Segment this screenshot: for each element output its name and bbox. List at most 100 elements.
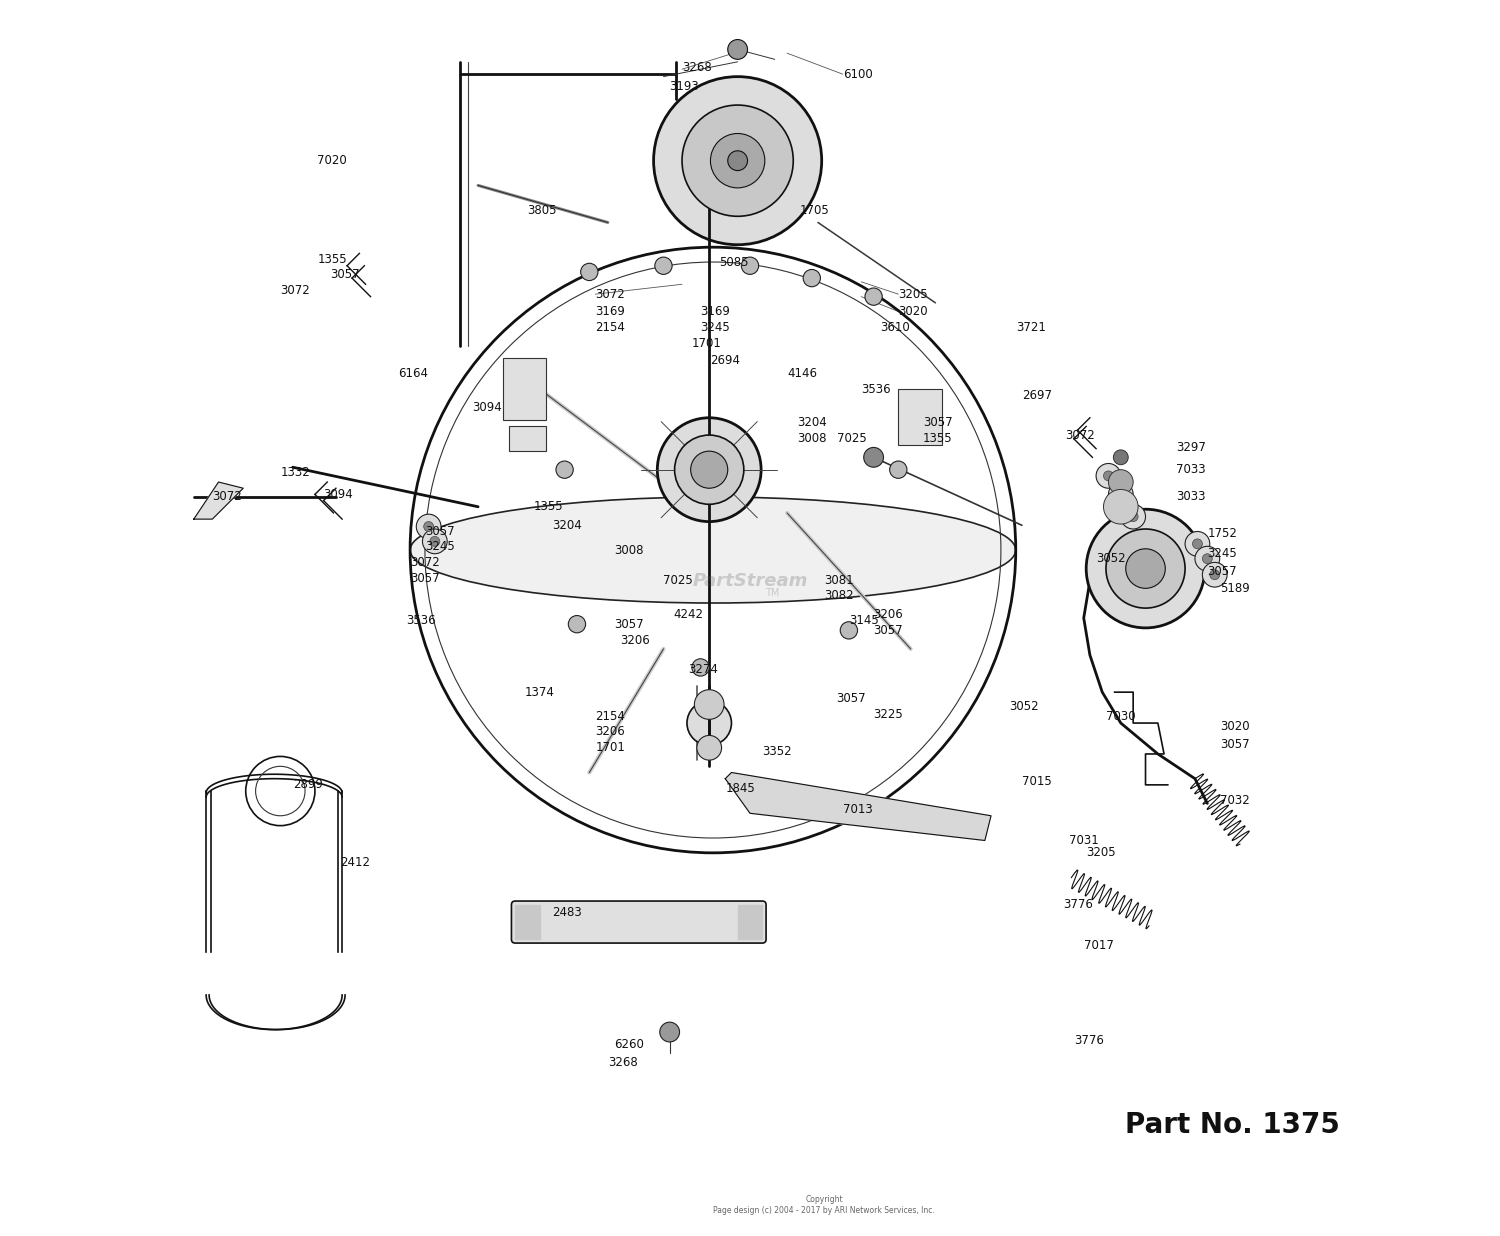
Text: 1374: 1374 — [525, 686, 555, 698]
Text: 7033: 7033 — [1176, 464, 1206, 476]
Text: 7030: 7030 — [1106, 711, 1136, 723]
Text: 1355: 1355 — [922, 433, 952, 445]
Circle shape — [1104, 489, 1138, 524]
Circle shape — [865, 288, 882, 305]
Text: 3805: 3805 — [528, 204, 556, 216]
FancyBboxPatch shape — [512, 901, 766, 943]
Text: 3072: 3072 — [410, 556, 440, 569]
Text: 1701: 1701 — [596, 742, 626, 754]
Text: Copyright
Page design (c) 2004 - 2017 by ARI Network Services, Inc.: Copyright Page design (c) 2004 - 2017 by… — [714, 1195, 934, 1215]
Circle shape — [1196, 546, 1219, 571]
Text: 7013: 7013 — [843, 803, 873, 816]
Text: 3145: 3145 — [849, 614, 879, 627]
Text: 3206: 3206 — [873, 608, 903, 620]
Text: 7020: 7020 — [318, 154, 346, 167]
Text: 3008: 3008 — [796, 433, 826, 445]
Text: PartStream: PartStream — [693, 572, 807, 590]
Circle shape — [1108, 482, 1132, 507]
Text: 7015: 7015 — [1022, 775, 1052, 787]
Text: 2154: 2154 — [596, 711, 626, 723]
Text: 1752: 1752 — [1208, 528, 1237, 540]
Text: 6164: 6164 — [398, 367, 427, 379]
Circle shape — [802, 269, 820, 287]
Text: 3052: 3052 — [1010, 701, 1040, 713]
Text: 1332: 1332 — [280, 466, 310, 478]
Text: 3072: 3072 — [213, 491, 242, 503]
Circle shape — [741, 257, 759, 274]
Circle shape — [1113, 450, 1128, 465]
Text: 3057: 3057 — [922, 417, 952, 429]
Text: 3057: 3057 — [873, 624, 903, 637]
Polygon shape — [514, 905, 540, 939]
Circle shape — [1210, 570, 1219, 580]
Text: 3057: 3057 — [330, 268, 360, 281]
Polygon shape — [726, 772, 992, 840]
Circle shape — [694, 690, 724, 719]
Circle shape — [657, 418, 760, 522]
Text: 4146: 4146 — [788, 367, 818, 379]
Text: 3057: 3057 — [1220, 738, 1250, 750]
Circle shape — [423, 529, 447, 554]
Text: 2697: 2697 — [1022, 389, 1052, 402]
Text: 5189: 5189 — [1220, 582, 1250, 595]
Circle shape — [1106, 529, 1185, 608]
Text: 3205: 3205 — [898, 288, 928, 300]
Text: 3020: 3020 — [1220, 721, 1250, 733]
Text: 1845: 1845 — [726, 782, 754, 795]
Polygon shape — [738, 905, 762, 939]
Text: 6100: 6100 — [843, 68, 873, 80]
Circle shape — [1120, 504, 1146, 529]
Text: 1355: 1355 — [534, 501, 564, 513]
Text: 3245: 3245 — [700, 321, 730, 334]
Text: 3352: 3352 — [762, 745, 792, 758]
Text: 2154: 2154 — [596, 321, 626, 334]
Circle shape — [1203, 562, 1227, 587]
Circle shape — [690, 451, 728, 488]
Ellipse shape — [410, 497, 1016, 603]
Text: 3206: 3206 — [596, 726, 626, 738]
Text: 3033: 3033 — [1176, 491, 1206, 503]
Text: 3776: 3776 — [1062, 899, 1092, 911]
Circle shape — [1086, 509, 1204, 628]
Circle shape — [711, 133, 765, 188]
Text: 4242: 4242 — [674, 608, 704, 620]
Circle shape — [417, 514, 441, 539]
Circle shape — [1104, 471, 1113, 481]
Bar — [509, 426, 546, 451]
Circle shape — [890, 461, 908, 478]
Text: 3536: 3536 — [406, 614, 436, 627]
Text: 2899: 2899 — [292, 779, 322, 791]
Text: 7032: 7032 — [1220, 795, 1250, 807]
Text: 3082: 3082 — [824, 590, 854, 602]
Circle shape — [430, 536, 439, 546]
Text: 3057: 3057 — [837, 692, 866, 705]
Text: 3536: 3536 — [861, 383, 891, 396]
Circle shape — [1185, 531, 1210, 556]
Text: 2694: 2694 — [711, 355, 741, 367]
Text: 3268: 3268 — [682, 62, 712, 74]
Circle shape — [840, 622, 858, 639]
Text: 3057: 3057 — [410, 572, 440, 585]
Text: 3052: 3052 — [1096, 552, 1125, 565]
Circle shape — [675, 435, 744, 504]
Text: 3204: 3204 — [796, 417, 826, 429]
Circle shape — [864, 447, 883, 467]
Text: 3204: 3204 — [552, 519, 582, 531]
Circle shape — [687, 701, 732, 745]
Text: 5085: 5085 — [718, 256, 748, 268]
Circle shape — [1116, 489, 1125, 499]
Text: TM: TM — [765, 588, 778, 598]
Circle shape — [1128, 512, 1138, 522]
Circle shape — [580, 263, 598, 281]
Circle shape — [1203, 554, 1212, 564]
Text: 3008: 3008 — [614, 544, 644, 556]
Circle shape — [1192, 539, 1203, 549]
Text: 3094: 3094 — [324, 488, 354, 501]
Circle shape — [698, 735, 721, 760]
Text: 3776: 3776 — [1074, 1035, 1104, 1047]
Text: 6260: 6260 — [614, 1038, 644, 1051]
Text: 3274: 3274 — [688, 664, 718, 676]
Text: 2483: 2483 — [552, 906, 582, 918]
Circle shape — [682, 105, 794, 216]
Circle shape — [692, 659, 709, 676]
